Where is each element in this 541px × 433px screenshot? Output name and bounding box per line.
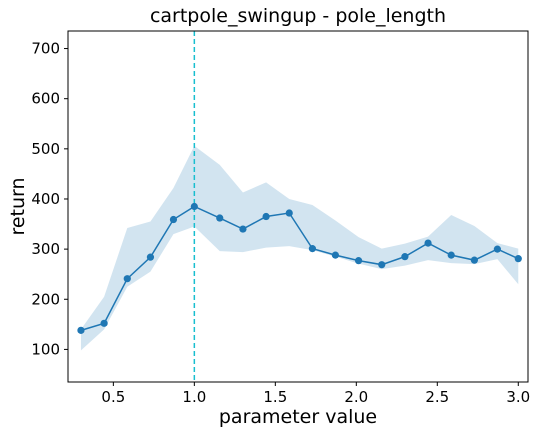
y-axis-label: return — [7, 177, 29, 235]
data-point — [424, 239, 432, 247]
data-point — [378, 261, 386, 269]
data-point — [77, 326, 85, 334]
x-tick-label: 2.0 — [344, 388, 368, 406]
data-point — [514, 255, 522, 263]
data-points-layer — [77, 202, 522, 334]
data-point — [216, 214, 224, 222]
series-line — [80, 205, 519, 332]
x-tick-label: 0.5 — [101, 388, 125, 406]
data-point — [354, 257, 363, 265]
x-tick-label: 1.0 — [182, 388, 206, 406]
data-point — [100, 319, 108, 327]
y-tick-label: 200 — [31, 290, 60, 308]
y-tick-label: 100 — [31, 340, 60, 358]
series-line-layer — [80, 205, 519, 332]
data-point — [262, 212, 270, 221]
y-tick-label: 700 — [31, 40, 60, 58]
x-tick-label: 1.5 — [263, 388, 287, 406]
x-axis-label: parameter value — [219, 406, 377, 428]
plot-frame — [67, 30, 529, 383]
data-point — [331, 251, 340, 259]
data-point — [308, 245, 317, 253]
data-point — [493, 245, 501, 253]
x-ticks: 0.5 1.0 1.5 2.0 2.5 3.0 — [101, 382, 530, 406]
data-point — [239, 225, 247, 233]
confidence-band — [80, 145, 519, 351]
data-point — [470, 256, 478, 264]
y-tick-label: 600 — [31, 90, 60, 108]
x-tick-label: 3.0 — [506, 388, 530, 406]
data-point — [447, 251, 455, 259]
y-tick-label: 400 — [31, 190, 60, 208]
data-point — [123, 275, 131, 283]
data-point — [146, 253, 155, 261]
y-tick-label: 300 — [31, 240, 60, 258]
confidence-band-layer — [80, 145, 519, 351]
data-point — [285, 209, 293, 217]
y-ticks: 100 200 300 400 500 600 700 — [31, 40, 68, 358]
x-tick-label: 2.5 — [425, 388, 449, 406]
data-point — [401, 253, 409, 261]
y-tick-label: 500 — [31, 140, 60, 158]
chart-title: cartpole_swingup - pole_length — [150, 5, 446, 27]
data-point — [169, 215, 178, 224]
data-point — [190, 202, 198, 211]
